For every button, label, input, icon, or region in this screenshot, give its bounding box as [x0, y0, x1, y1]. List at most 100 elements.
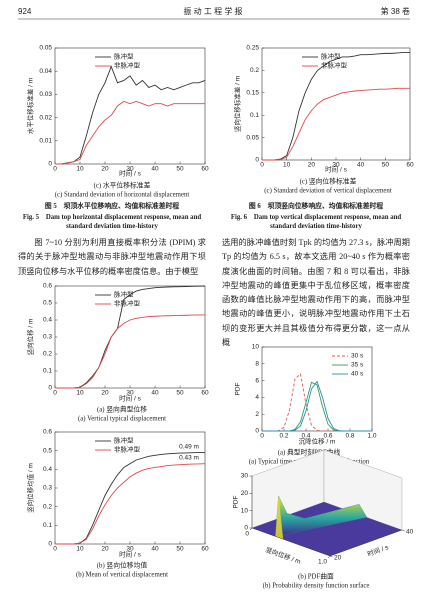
x-tick-label: 0: [53, 390, 57, 397]
series-line: [55, 463, 206, 545]
y-tick-label: 0.2: [43, 351, 52, 358]
subfigure-caption: (a) 典型时刻PDF曲线: [278, 448, 341, 457]
y-tick-label: 0.1: [43, 368, 52, 375]
caption-en: Fig. 5 Dam top horizontal displacement r…: [22, 213, 202, 231]
y-tick-label: 0.05: [39, 45, 52, 52]
x-tick-label: 50: [382, 162, 390, 169]
subfigure-caption-en: (b) Mean of vertical displacement: [76, 572, 168, 579]
x-tick-label: 20: [101, 390, 109, 397]
x-tick-label: 1.0: [318, 559, 327, 566]
x-tick-label: 30: [126, 166, 134, 173]
x-tick-label: 0.8: [345, 433, 354, 440]
axis-line: [251, 527, 331, 557]
y-tick-label: 0.5: [43, 447, 52, 454]
volume: 第 38 卷: [381, 6, 410, 16]
x-tick-label: 0.2: [279, 433, 288, 440]
legend-label: 35 s: [351, 362, 364, 369]
caption-cn: 图 5 坝顶水平位移响应、均值和标准差时程: [44, 203, 180, 210]
y-tick-label: 6: [255, 377, 259, 384]
x-axis-label: 时间 / s: [119, 169, 141, 178]
legend-label: 脉冲型: [114, 290, 134, 299]
x-tick-label: 40: [151, 390, 159, 397]
y-tick-label: 0.4: [43, 466, 52, 473]
y-tick-label: 0: [255, 157, 259, 164]
y-tick-label: 0: [48, 161, 52, 168]
x-axis-label: 时间 / s: [325, 165, 347, 174]
subfigure-caption: (c) 水平位移标准差: [94, 181, 151, 190]
x-tick-label: 0.6: [323, 433, 332, 440]
caption-cn: 图 6 坝顶竖向位移响应、均值和标准差时程: [248, 203, 384, 210]
x-tick-label: 50: [176, 390, 184, 397]
y-axis-label: 时间 / s: [366, 542, 390, 558]
series-line: [262, 381, 372, 432]
z-axis-label: PDF: [233, 495, 240, 508]
x-tick-label: 1.0: [367, 433, 376, 440]
series-line: [262, 380, 372, 432]
legend-label: 脉冲型: [114, 52, 134, 61]
x-axis-label: 时间 / s: [119, 394, 141, 403]
figure-caption: 图 6 坝顶竖向位移响应、均值和标准差时程 Fig. 6 Dam top ver…: [222, 202, 410, 233]
legend-label: 脉冲型: [321, 52, 341, 61]
legend-label: 非脉冲型: [114, 445, 141, 454]
x-tick-label: 20: [308, 162, 316, 169]
y-tick-label: 0.25: [246, 45, 259, 52]
y-tick-label: 10: [252, 344, 260, 351]
series-line: [55, 65, 206, 165]
x-tick-label: 60: [201, 166, 209, 173]
x-tick-label: 30: [126, 546, 134, 553]
x-tick-label: 30: [332, 162, 340, 169]
legend-label: 非脉冲型: [114, 299, 141, 308]
x-tick-label: 60: [406, 162, 414, 169]
caption-en: Fig. 6 Dam top vertical displacement res…: [230, 213, 402, 231]
y-tick-label: 2: [255, 411, 259, 418]
axis-line: [329, 529, 403, 557]
subfigure-caption-en: (c) Standard deviation of vertical displ…: [264, 188, 392, 195]
subfigure-caption: (b) PDF曲面: [298, 572, 334, 581]
x-tick-label: 0: [260, 433, 264, 440]
y-tick-label: 40: [406, 529, 414, 536]
legend-label: 脉冲型: [114, 436, 134, 445]
journal-name: 振 动 工 程 学 报: [183, 6, 242, 16]
y-tick-label: 0.1: [250, 112, 259, 119]
x-tick-label: 10: [76, 390, 84, 397]
series-line: [262, 52, 410, 161]
x-tick: [249, 527, 253, 531]
y-tick-label: 0.4: [43, 317, 52, 324]
x-axis-label: 时间 / s: [119, 550, 141, 559]
x-tick-label: 20: [101, 166, 109, 173]
y-tick-label: 0.1: [43, 522, 52, 529]
subfigure-caption: (a) 竖向典型位移: [97, 405, 147, 414]
y-tick: [401, 529, 405, 532]
x-tick-label: 20: [101, 546, 109, 553]
legend-label: 非脉冲型: [321, 61, 348, 70]
annotation: 0.43 m: [179, 454, 199, 461]
z-tick-label: 10: [241, 507, 249, 514]
y-tick-label: 0.6: [43, 283, 52, 290]
y-tick-label: 0.2: [43, 503, 52, 510]
subfigure-caption: (b) 竖向位移均值: [97, 561, 148, 570]
y-tick-label: 0.01: [39, 138, 52, 145]
figure-caption: 图 5 坝顶水平位移响应、均值和标准差时程 Fig. 5 Dam top hor…: [18, 202, 206, 233]
x-tick-label: 60: [201, 390, 209, 397]
legend-label: 40 s: [351, 371, 364, 378]
series-line: [55, 314, 205, 389]
paragraph: 图 7~10 分别为利用直接概率积分法 (DPIM) 求得的关于脉冲型地震动与非…: [18, 238, 206, 276]
subfigure-caption-en: (c) Standard deviation of horizontal dis…: [55, 192, 190, 199]
page-number: 924: [18, 7, 32, 16]
x-tick-label: 30: [126, 390, 134, 397]
x-tick-label: 50: [176, 166, 184, 173]
paragraph: 选用的脉冲峰值时刻 Tpk 的均值为 27.3 s，脉冲周期 Tp 的均值为 6…: [222, 238, 410, 348]
x-axis-label: 竖向位移 / m: [264, 545, 302, 566]
series-line: [262, 87, 410, 161]
y-tick-label: 0: [48, 385, 52, 392]
x-tick-label: 0: [245, 531, 249, 538]
y-tick-label: 0: [255, 428, 259, 435]
z-tick-label: 20: [241, 490, 249, 497]
y-axis-label: 竖向位移均值 / m: [26, 463, 35, 513]
x-tick-label: 40: [151, 546, 159, 553]
z-tick-label: 0: [244, 525, 248, 532]
subfigure-caption-en: (a) Vertical typical displacement: [78, 416, 166, 423]
y-tick-label: 0.6: [43, 429, 52, 436]
subfigure-caption-en: (b) Probability density function surface: [263, 583, 370, 590]
